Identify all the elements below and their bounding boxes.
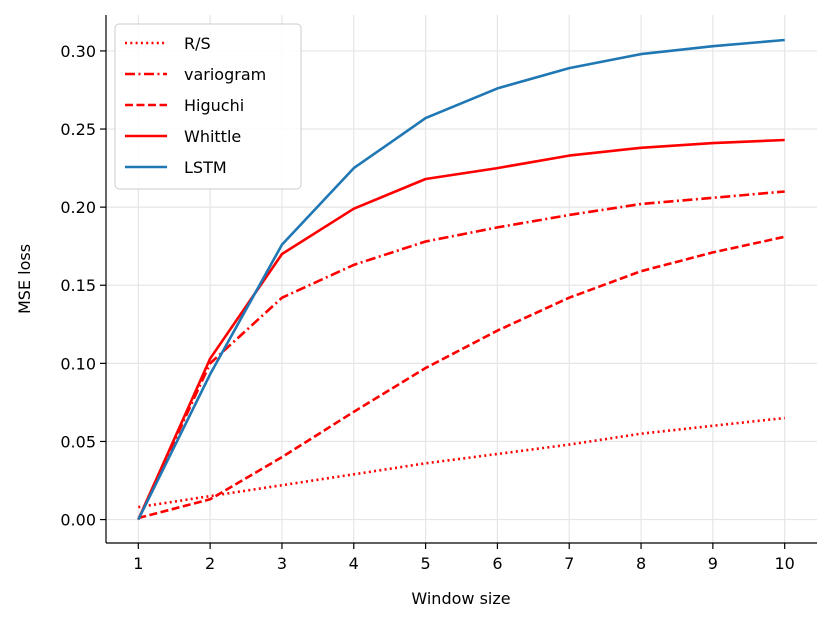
y-tick-label: 0.05 — [60, 432, 96, 451]
legend-label: variogram — [184, 65, 266, 84]
y-tick-label: 0.25 — [60, 120, 96, 139]
grid — [106, 15, 817, 543]
series-line-variogram — [137, 190, 785, 521]
legend-label: Higuchi — [184, 96, 244, 115]
x-tick-label: 7 — [564, 554, 574, 573]
x-tick-label: 8 — [636, 554, 646, 573]
x-tick-label: 1 — [133, 554, 143, 573]
legend: R/S variogram Higuchi Whittle LSTM — [114, 23, 302, 190]
x-tick-label: 5 — [420, 554, 430, 573]
series-line-higuchi — [137, 235, 785, 520]
legend-box — [114, 23, 302, 190]
series-line-lstm — [137, 38, 785, 521]
x-tick-label: 9 — [708, 554, 718, 573]
x-axis-label: Window size — [411, 589, 510, 608]
legend-label: Whittle — [184, 127, 241, 146]
x-tick-label: 10 — [775, 554, 795, 573]
y-tick-label: 0.10 — [60, 354, 96, 373]
y-ticks: 0.00 0.05 0.10 0.15 0.20 0.25 0.30 — [60, 42, 106, 530]
y-tick-label: 0.15 — [60, 276, 96, 295]
y-tick-label: 0.30 — [60, 42, 96, 61]
x-tick-label: 3 — [277, 554, 287, 573]
axes — [105, 15, 817, 544]
y-tick-label: 0.00 — [60, 511, 96, 530]
x-tick-label: 2 — [205, 554, 215, 573]
series-line-whittle — [137, 138, 785, 521]
y-tick-label: 0.20 — [60, 198, 96, 217]
legend-label: LSTM — [184, 158, 227, 177]
x-ticks: 1 2 3 4 5 6 7 8 9 10 — [133, 543, 795, 573]
x-tick-label: 4 — [349, 554, 359, 573]
series-lines — [137, 38, 785, 521]
y-axis-label: MSE loss — [15, 244, 34, 314]
series-line-r-s — [138, 416, 785, 509]
x-tick-label: 6 — [492, 554, 502, 573]
legend-label: R/S — [184, 34, 211, 53]
